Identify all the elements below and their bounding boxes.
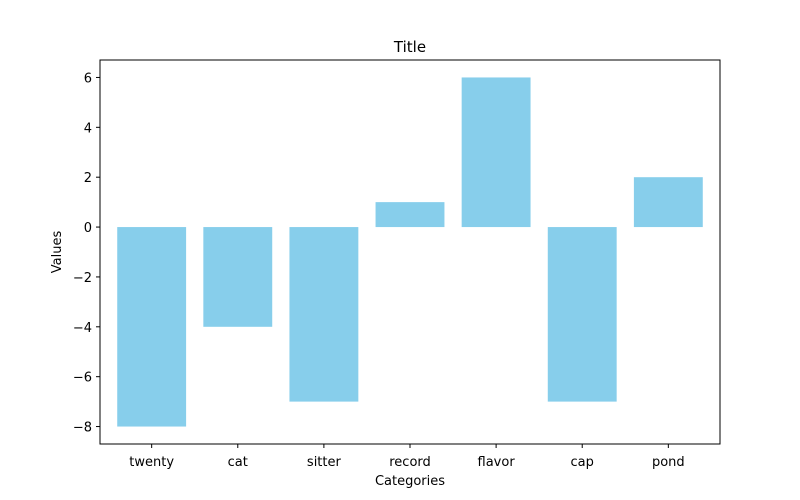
y-tick-label: 6 <box>84 71 92 86</box>
y-axis-label: Values <box>50 231 65 274</box>
x-tick-label: twenty <box>129 455 174 470</box>
y-axis-ticks: −8 −6 −4 −2 0 2 4 6 <box>73 71 100 436</box>
y-tick-label: −6 <box>73 371 92 386</box>
x-tick-label: flavor <box>478 455 516 470</box>
plot-area-frame <box>99 59 721 445</box>
y-tick-label: 2 <box>84 171 92 186</box>
y-tick-label: −2 <box>73 271 92 286</box>
bars-group <box>117 77 703 427</box>
y-tick-label: −4 <box>73 321 92 336</box>
x-tick-label: cap <box>571 455 594 470</box>
bar-twenty <box>117 227 187 427</box>
bar-cat <box>203 227 273 327</box>
bar-sitter <box>289 227 359 402</box>
x-axis-label: Categories <box>375 474 445 489</box>
bar-record <box>375 202 445 228</box>
x-tick-label: record <box>389 455 431 470</box>
x-tick-label: pond <box>652 455 685 470</box>
x-tick-label: sitter <box>307 455 342 470</box>
x-axis-ticks: twenty cat sitter record flavor cap pond <box>129 444 685 470</box>
bar-pond <box>633 177 703 228</box>
bar-cap <box>547 227 617 402</box>
y-tick-label: 4 <box>84 121 92 136</box>
chart-title: Title <box>393 38 426 56</box>
y-tick-label: −8 <box>73 421 92 436</box>
y-tick-label: 0 <box>84 221 92 236</box>
bar-flavor <box>461 77 531 228</box>
x-tick-label: cat <box>228 455 248 470</box>
